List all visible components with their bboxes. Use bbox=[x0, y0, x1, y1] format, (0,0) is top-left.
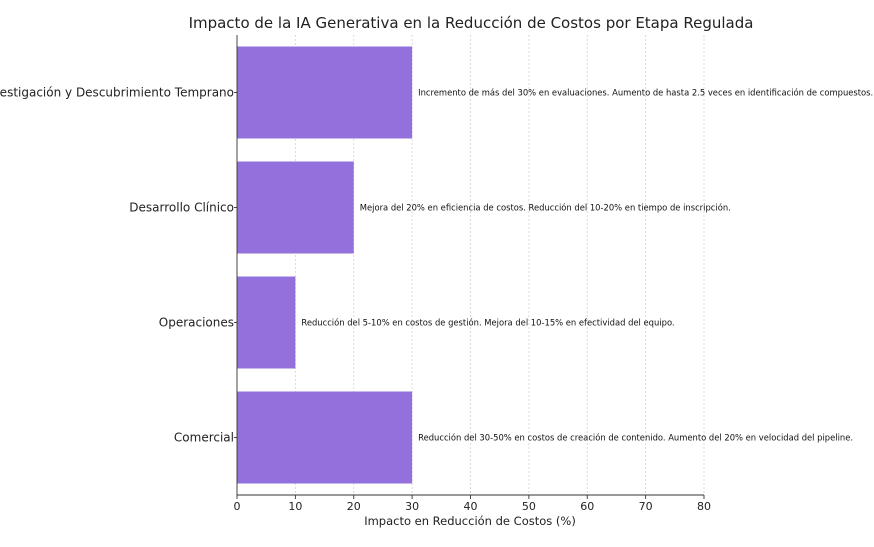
bar bbox=[237, 46, 413, 139]
category-label: Comercial bbox=[174, 431, 234, 445]
x-tick-label: 50 bbox=[522, 500, 536, 513]
x-tick-label: 80 bbox=[697, 500, 711, 513]
bar bbox=[237, 276, 296, 369]
bar-annotation: Reducción del 5-10% en costos de gestión… bbox=[301, 318, 674, 328]
x-tick-label: 60 bbox=[580, 500, 594, 513]
x-tick-labels: 0 10 20 30 40 50 60 70 80 bbox=[234, 495, 711, 513]
bar-annotation: Mejora del 20% en eficiencia de costos. … bbox=[360, 203, 731, 213]
x-tick-label: 20 bbox=[347, 500, 361, 513]
bar bbox=[237, 391, 413, 484]
x-tick-label: 30 bbox=[405, 500, 419, 513]
x-tick-label: 0 bbox=[234, 500, 241, 513]
chart-title: Impacto de la IA Generativa en la Reducc… bbox=[189, 14, 754, 32]
category-labels: Investigación y Descubrimiento Temprano D… bbox=[0, 86, 237, 445]
x-tick-label: 70 bbox=[639, 500, 653, 513]
bar bbox=[237, 161, 354, 254]
bar-annotation: Incremento de más del 30% en evaluacione… bbox=[418, 88, 873, 98]
category-label: Desarrollo Clínico bbox=[129, 201, 234, 215]
x-tick-label: 10 bbox=[288, 500, 302, 513]
category-label: Operaciones bbox=[159, 316, 234, 330]
category-label: Investigación y Descubrimiento Temprano bbox=[0, 86, 234, 100]
bars bbox=[237, 46, 413, 484]
bar-annotations: Incremento de más del 30% en evaluacione… bbox=[301, 88, 873, 443]
x-tick-label: 40 bbox=[464, 500, 478, 513]
x-axis-label: Impacto en Reducción de Costos (%) bbox=[364, 514, 576, 528]
bar-annotation: Reducción del 30-50% en costos de creaci… bbox=[418, 433, 853, 443]
